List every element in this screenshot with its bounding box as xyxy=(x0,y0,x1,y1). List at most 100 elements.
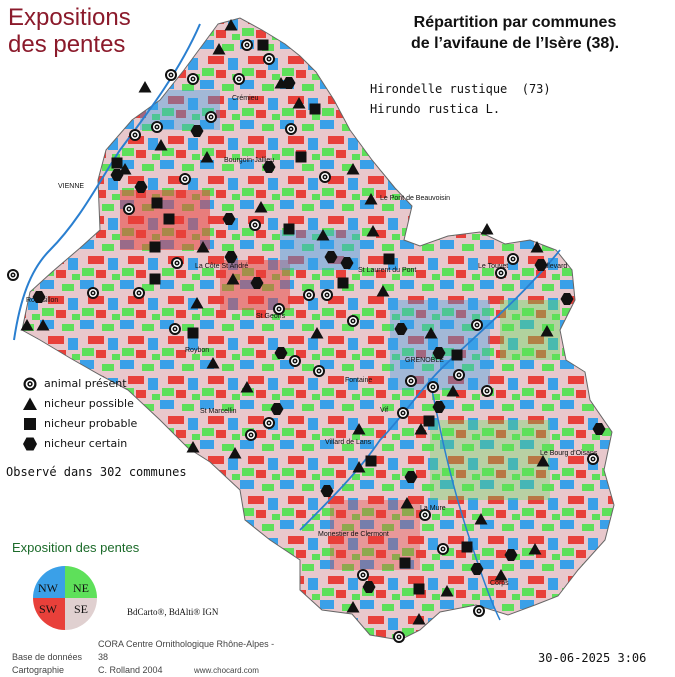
marker-animal-present xyxy=(507,253,519,265)
marker-animal-present xyxy=(179,173,191,185)
marker-animal-present xyxy=(587,453,599,465)
town-label: Le Pont de Beauvoisin xyxy=(380,195,450,202)
map-title: Expositions des pentes xyxy=(8,4,131,58)
marker-animal-present xyxy=(473,605,485,617)
town-label: La Mure xyxy=(420,505,446,512)
legend-item-probable: nicheur probable xyxy=(22,416,137,436)
marker-animal-present xyxy=(171,257,183,269)
town-label: Crémieu xyxy=(232,95,259,102)
marker-animal-present xyxy=(313,365,325,377)
marker-nicheur-probable xyxy=(451,349,463,361)
species-info: Hirondelle rustique (73) Hirundo rustica… xyxy=(370,79,551,119)
map-title-line-1: Expositions xyxy=(8,4,131,31)
marker-nicheur-probable xyxy=(257,39,269,51)
footer-label: Base de données xyxy=(12,652,83,662)
marker-animal-present xyxy=(393,631,405,643)
marker-animal-present xyxy=(285,123,297,135)
marker-animal-present xyxy=(233,73,245,85)
town-label: Roybon xyxy=(185,347,209,354)
footer-website: www.chocard.com xyxy=(194,666,259,675)
distribution-heading: Répartition par communes de l’avifaune d… xyxy=(370,12,660,54)
marker-nicheur-probable xyxy=(149,241,161,253)
town-label: St Geoirs xyxy=(256,313,286,320)
town-label: Corps xyxy=(490,580,509,587)
hexagon-icon xyxy=(23,437,37,451)
marker-nicheur-probable xyxy=(283,223,295,235)
quadrant-se xyxy=(65,598,97,630)
quadrant-nw xyxy=(33,566,65,598)
marker-animal-present xyxy=(187,73,199,85)
marker-nicheur-probable xyxy=(187,327,199,339)
town-label: Bourgoin-Jallieu xyxy=(224,157,274,164)
marker-animal-present xyxy=(471,319,483,331)
marker-nicheur-probable xyxy=(423,415,435,427)
marker-nicheur-probable xyxy=(163,213,175,225)
town-label: Vif xyxy=(380,407,388,414)
marker-animal-present xyxy=(87,287,99,299)
town-label: La Côte St André xyxy=(195,263,248,270)
marker-animal-present xyxy=(273,303,285,315)
marker-nicheur-probable xyxy=(461,541,473,553)
quadrant-sw xyxy=(33,598,65,630)
legend-label: nicheur certain xyxy=(44,437,128,450)
triangle-icon xyxy=(23,397,37,410)
species-common-name: Hirondelle rustique (73) xyxy=(370,82,551,96)
marker-animal-present xyxy=(347,315,359,327)
square-icon xyxy=(24,418,36,430)
marker-animal-present xyxy=(481,385,493,397)
town-label: Monestier de Clermont xyxy=(318,531,389,538)
marker-animal-present xyxy=(495,267,507,279)
town-label: Allevard xyxy=(542,263,567,270)
town-label: Fontaine xyxy=(345,377,372,384)
marker-animal-present xyxy=(419,509,431,521)
slope-exposure-rose: NW NE SW SE xyxy=(33,566,97,630)
marker-animal-present xyxy=(357,569,369,581)
slope-exposure-title: Exposition des pentes xyxy=(12,540,140,555)
marker-animal-present xyxy=(321,289,333,301)
marker-animal-present xyxy=(245,429,257,441)
footer-label: Cartographie xyxy=(12,665,65,675)
town-label: St Laurent du Pont xyxy=(358,267,416,274)
marker-nicheur-probable xyxy=(383,253,395,265)
drac-river xyxy=(429,379,501,621)
quadrant-ne xyxy=(65,566,97,598)
marker-animal-present xyxy=(129,129,141,141)
circle-target-icon xyxy=(23,377,37,391)
footer-row-cartography: Cartographie C. Rolland 2004 www.chocard.c… xyxy=(12,664,278,677)
marker-nicheur-probable xyxy=(111,157,123,169)
generation-date: 30-06-2025 3:06 xyxy=(538,651,647,665)
marker-animal-present xyxy=(405,375,417,387)
marker-nicheur-probable xyxy=(149,273,161,285)
marker-nicheur-probable xyxy=(413,583,425,595)
heading-line-1: Répartition par communes xyxy=(413,14,617,31)
marker-nicheur-probable xyxy=(309,103,321,115)
marker-animal-present xyxy=(303,289,315,301)
marker-animal-present xyxy=(437,543,449,555)
marker-nicheur-possible xyxy=(138,81,152,93)
marker-nicheur-probable xyxy=(337,277,349,289)
marker-animal-present xyxy=(427,381,439,393)
marker-animal-present xyxy=(169,323,181,335)
legend-label: nicheur probable xyxy=(44,417,138,430)
quadrant-label: NW xyxy=(38,581,59,595)
marker-animal-present xyxy=(453,369,465,381)
marker-animal-present xyxy=(249,219,261,231)
marker-animal-present xyxy=(263,417,275,429)
legend-item-possible: nicheur possible xyxy=(22,396,137,416)
symbol-legend: animal présent nicheur possible nicheur … xyxy=(22,376,137,456)
town-label: Villard de Lans xyxy=(325,439,372,446)
data-credit: BdCarto®, BdAlti® IGN xyxy=(127,607,219,617)
marker-animal-present xyxy=(263,53,275,65)
marker-animal-present xyxy=(241,39,253,51)
quadrant-label: SW xyxy=(39,602,58,616)
marker-nicheur-possible xyxy=(480,223,494,235)
department-border xyxy=(21,17,615,641)
legend-label: nicheur possible xyxy=(44,397,134,410)
quadrant-label: SE xyxy=(74,602,88,616)
marker-nicheur-probable xyxy=(365,455,377,467)
marker-animal-present xyxy=(397,407,409,419)
marker-nicheur-probable xyxy=(399,557,411,569)
marker-nicheur-probable xyxy=(295,151,307,163)
